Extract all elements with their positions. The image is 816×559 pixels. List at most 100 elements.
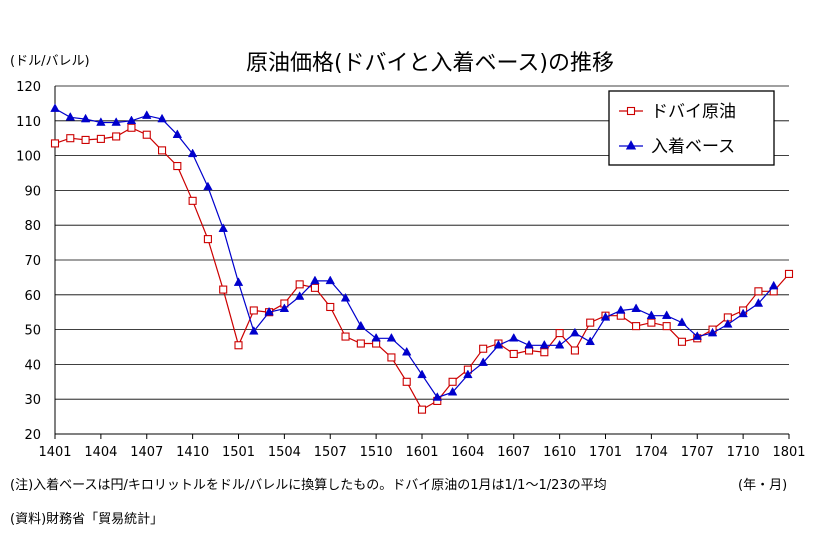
source-note: (資料)財務省「貿易統計」 [10,512,164,527]
x-tick-label: 1707 [681,445,714,460]
data-point [172,129,183,138]
legend-box [608,90,775,166]
x-tick-label: 1401 [38,445,71,460]
data-point [540,348,549,357]
data-point [662,322,671,331]
data-point [218,223,228,232]
data-point [295,280,304,289]
data-point [142,130,151,139]
data-point [754,287,763,296]
y-tick-label: 30 [24,393,41,408]
data-point [356,320,366,330]
legend-label: 入着ベース [651,137,735,157]
data-point [294,291,305,300]
data-point [249,326,259,335]
data-point [203,181,213,191]
x-tick-label: 1501 [222,445,255,460]
data-point [188,196,197,205]
data-point [586,318,595,327]
data-point [417,369,427,379]
chart-title: 原油価格(ドバイと入着ベース)の推移 [246,51,614,76]
data-point [723,319,733,328]
y-tick-label: 20 [24,428,41,443]
x-tick-label: 1601 [405,445,438,460]
data-point [554,339,565,349]
data-point [479,344,488,353]
series-2 [50,103,779,401]
data-point [126,115,137,125]
data-point [264,306,274,316]
data-point [341,332,350,341]
data-point [157,113,167,123]
data-point [738,308,748,318]
data-point [173,161,182,171]
data-point [417,405,427,414]
data-point [279,303,290,312]
data-point [401,346,412,356]
y-tick-label: 50 [24,324,41,339]
data-point [387,353,396,362]
data-point [66,134,75,143]
data-point [509,349,518,359]
y-tick-label: 60 [24,289,41,304]
data-point [371,332,381,342]
data-point [570,327,580,337]
data-point [524,339,534,349]
x-tick-label: 1710 [727,445,760,460]
series-group [50,103,794,414]
x-tick-label: 1701 [589,445,622,460]
data-point [340,292,351,302]
data-point [478,357,488,366]
x-tick-label: 1407 [130,445,163,460]
data-point [463,369,473,379]
data-point [555,329,564,338]
legend-marker [626,106,636,116]
x-tick-label: 1507 [314,445,347,460]
data-point [677,317,687,326]
data-point [646,310,657,319]
y-axis-ticks: 20 30 40 50 60 70 80 90 100 110 120 [16,80,41,443]
y-tick-label: 120 [16,80,41,95]
data-point [157,146,167,155]
y-tick-label: 90 [24,184,41,199]
legend-marker [625,140,637,150]
x-tick-label: 1704 [635,445,668,460]
data-point [585,336,595,346]
data-point [692,331,702,340]
data-point [632,322,641,331]
data-point [707,327,718,337]
unit-note: (注)入着ベースは円/キロリットルをドル/バレルに換算したもの。ドバイ原油の1月… [10,478,607,493]
data-point [233,277,244,286]
data-point [768,280,779,290]
data-point [539,339,550,349]
data-point [234,341,243,350]
data-point [447,386,458,396]
series-1 [50,123,794,414]
data-point [631,303,641,312]
data-point [600,312,611,321]
x-tick-label: 1510 [360,445,393,460]
data-point [448,377,457,386]
data-point [753,298,764,307]
data-point [356,339,365,348]
data-point [112,132,121,141]
data-point [80,113,91,123]
data-point [386,332,397,342]
y-tick-label: 40 [24,358,41,373]
x-axis-ticks: 1401 1404 1407 1410 1501 1504 1507 1510 1601 1604… [38,434,806,460]
data-point [647,318,656,327]
data-point [127,123,136,132]
y-axis-unit-label: (ドル/バレル) [10,54,90,69]
y-tick-label: 110 [16,115,41,130]
x-tick-label: 1801 [772,445,805,460]
data-point [432,392,443,401]
data-point [187,148,198,158]
data-point [493,339,504,349]
data-point [219,285,228,294]
data-point [310,275,320,285]
y-tick-label: 100 [16,150,41,165]
data-point [50,139,60,148]
data-point [96,117,106,126]
